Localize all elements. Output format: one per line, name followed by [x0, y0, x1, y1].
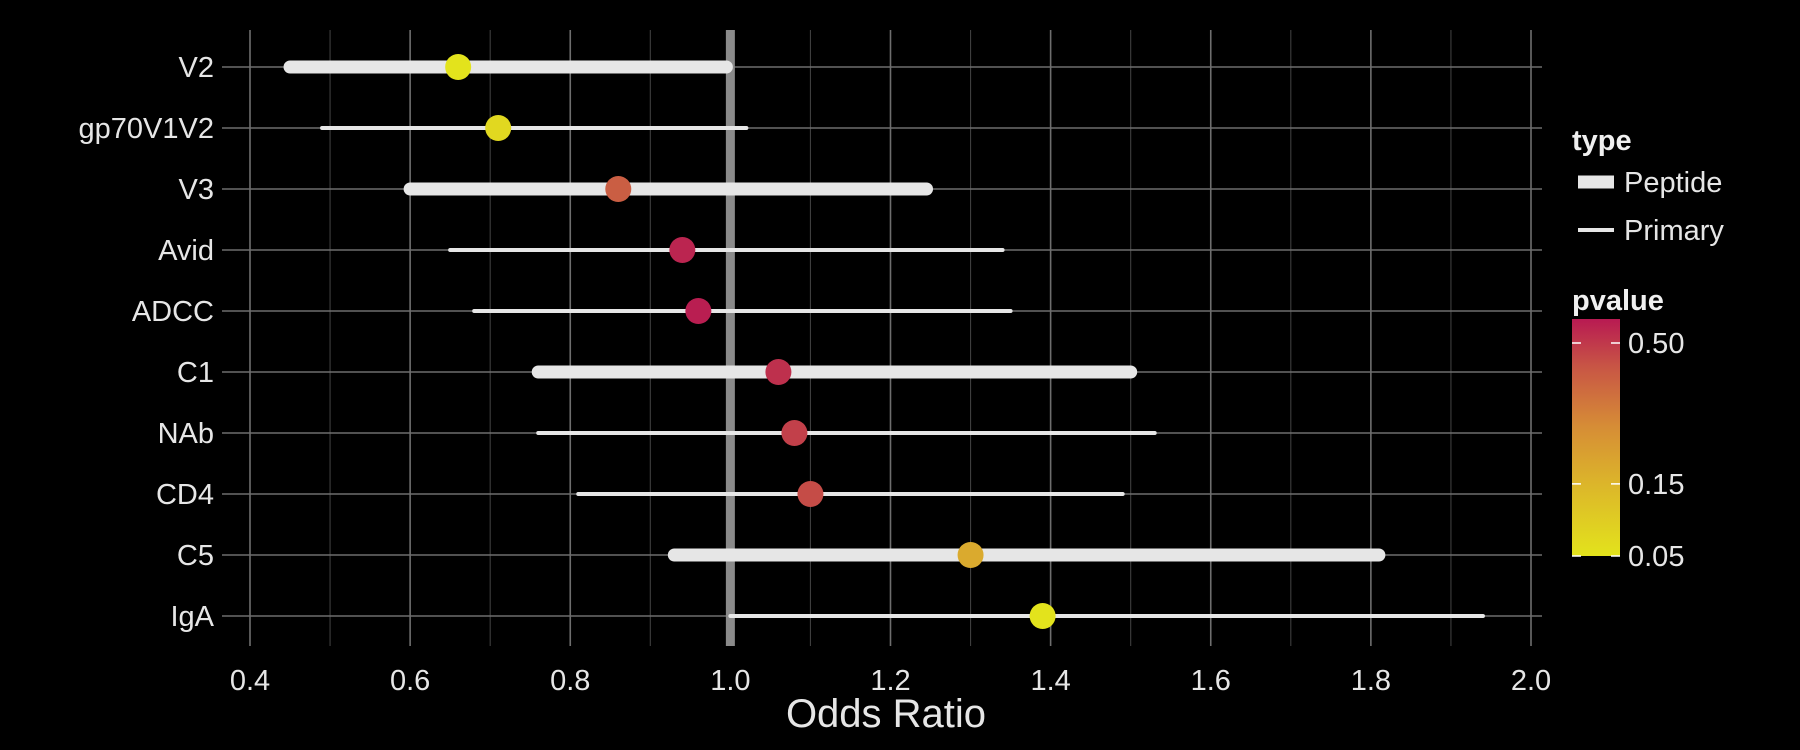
interval-bars [283, 60, 1485, 618]
point-cd4 [797, 481, 824, 507]
x-tick-label: 0.6 [390, 665, 430, 697]
legend: type Peptide Primary pvalue 0.50 0.15 0.05 [1572, 125, 1724, 573]
x-tick-label: 0.4 [230, 665, 270, 697]
colorbar-label: 0.15 [1628, 469, 1684, 501]
row-label: CD4 [156, 479, 214, 511]
legend-pvalue-title: pvalue [1572, 285, 1664, 317]
x-tick-label: 2.0 [1511, 665, 1551, 697]
legend-label-primary: Primary [1624, 215, 1724, 247]
x-tick-label: 1.0 [710, 665, 750, 697]
x-axis-title: Odds Ratio [786, 692, 986, 736]
point-c1 [765, 359, 792, 385]
row-label: Avid [158, 235, 214, 267]
point-gp70v1v2 [485, 115, 512, 141]
point-adcc [685, 298, 712, 324]
row-label: V3 [179, 174, 214, 206]
colorbar-label: 0.05 [1628, 541, 1684, 573]
x-tick-label: 1.8 [1351, 665, 1391, 697]
point-c5 [957, 542, 984, 568]
row-label: C1 [177, 357, 214, 389]
odds-ratio-points [445, 54, 1056, 629]
point-v2 [445, 54, 472, 80]
point-iga [1029, 603, 1056, 629]
legend-label-peptide: Peptide [1624, 167, 1722, 199]
point-avid [669, 237, 696, 263]
pvalue-colorbar [1572, 319, 1620, 556]
legend-type-title: type [1572, 125, 1632, 157]
x-tick-label: 0.8 [550, 665, 590, 697]
row-label: NAb [158, 418, 214, 450]
point-nab [781, 420, 808, 446]
row-labels: V2 gp70V1V2 V3 Avid ADCC C1 NAb CD4 C5 IgA [79, 52, 215, 633]
point-v3 [605, 176, 632, 202]
row-label: C5 [177, 540, 214, 572]
row-label: gp70V1V2 [79, 113, 214, 145]
row-label: ADCC [132, 296, 214, 328]
row-label: IgA [170, 601, 214, 633]
row-label: V2 [179, 52, 214, 84]
x-axis-ticks: 0.4 0.6 0.8 1.0 1.2 1.4 1.6 1.8 2.0 [230, 665, 1551, 697]
colorbar-label: 0.50 [1628, 328, 1684, 360]
x-tick-label: 1.2 [870, 665, 910, 697]
x-tick-label: 1.6 [1191, 665, 1231, 697]
x-tick-label: 1.4 [1030, 665, 1070, 697]
